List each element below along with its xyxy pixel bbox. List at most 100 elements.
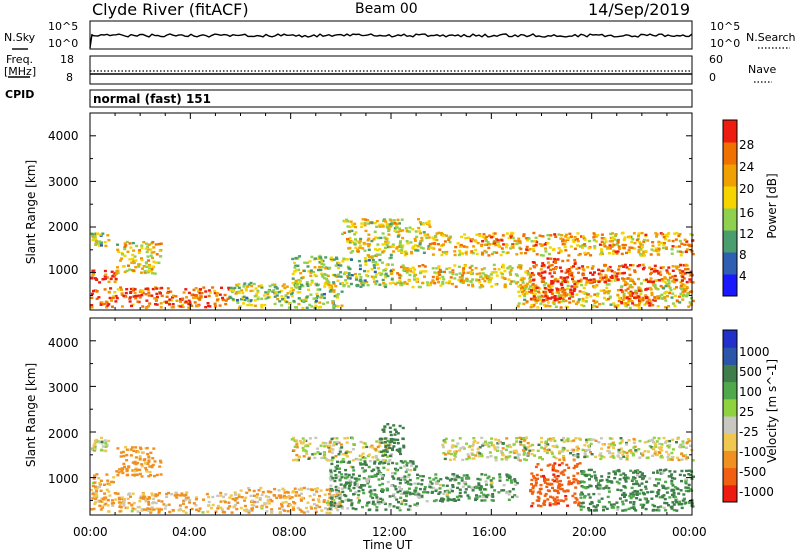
power-cell bbox=[544, 295, 548, 298]
velocity-cell bbox=[621, 503, 625, 506]
velocity-cell bbox=[582, 470, 586, 474]
velocity-cell bbox=[122, 499, 126, 503]
power-cell bbox=[243, 298, 247, 302]
velocity-cell bbox=[490, 481, 493, 485]
power-cell bbox=[644, 233, 648, 237]
power-cell bbox=[564, 233, 568, 236]
velocity-cell bbox=[607, 450, 611, 453]
velocity-cell bbox=[588, 484, 592, 487]
power-cell bbox=[683, 272, 687, 275]
power-ytick-4000: 4000 bbox=[48, 129, 79, 143]
velocity-cell bbox=[399, 496, 403, 499]
power-cell bbox=[638, 264, 642, 267]
power-cell bbox=[459, 243, 463, 247]
velocity-cell bbox=[385, 447, 389, 451]
power-cell bbox=[597, 280, 601, 283]
power-cell bbox=[621, 272, 625, 275]
power-cell bbox=[461, 269, 465, 272]
velocity-cell bbox=[626, 477, 630, 480]
power-cell bbox=[618, 265, 621, 268]
velocity-cell bbox=[113, 492, 117, 495]
power-cell bbox=[561, 286, 565, 290]
velocity-cell bbox=[465, 474, 469, 477]
power-cell bbox=[542, 280, 545, 283]
velocity-cell bbox=[330, 451, 334, 454]
velocity-cell bbox=[376, 458, 380, 462]
velocity-cell bbox=[553, 462, 557, 465]
velocity-cell bbox=[559, 472, 563, 475]
velocity-cell bbox=[164, 504, 168, 507]
velocity-cell bbox=[663, 497, 667, 501]
power-cell bbox=[336, 275, 340, 278]
power-cell bbox=[652, 280, 655, 283]
velocity-cell bbox=[371, 500, 375, 503]
power-cell bbox=[553, 233, 557, 236]
power-cell bbox=[158, 242, 161, 246]
noise-trace bbox=[89, 33, 693, 49]
power-cell bbox=[345, 282, 349, 285]
power-cell bbox=[458, 272, 462, 275]
velocity-cell bbox=[452, 475, 456, 478]
power-cell bbox=[642, 266, 646, 269]
velocity-cell bbox=[594, 506, 598, 509]
power-cell bbox=[413, 237, 417, 241]
velocity-cell bbox=[97, 500, 101, 503]
power-cell bbox=[608, 252, 611, 255]
power-cell bbox=[544, 293, 548, 296]
power-cell bbox=[132, 295, 136, 298]
power-cell bbox=[483, 279, 487, 283]
power-cell bbox=[619, 288, 623, 292]
velocity-cell bbox=[512, 443, 516, 446]
power-cell bbox=[621, 277, 624, 280]
velocity-cell bbox=[182, 499, 186, 502]
power-cell bbox=[403, 280, 407, 284]
velocity-cell bbox=[558, 484, 562, 488]
velocity-cell bbox=[567, 481, 571, 484]
velocity-cell bbox=[470, 452, 474, 455]
velocity-cell bbox=[553, 475, 557, 478]
velocity-cell bbox=[611, 455, 615, 458]
power-cell bbox=[518, 241, 522, 245]
velocity-cell bbox=[656, 493, 660, 496]
velocity-cell bbox=[587, 448, 591, 451]
velocity-cell bbox=[522, 453, 526, 456]
power-cell bbox=[664, 233, 668, 237]
power-cell bbox=[395, 226, 399, 229]
power-cell bbox=[307, 270, 311, 273]
velocity-cell bbox=[273, 494, 277, 497]
velocity-colorbar-frame bbox=[722, 329, 738, 503]
power-cell bbox=[593, 247, 597, 250]
velocity-cell bbox=[259, 505, 263, 509]
power-cell bbox=[123, 245, 127, 248]
velocity-cell bbox=[366, 454, 370, 458]
velocity-cell bbox=[635, 493, 639, 496]
power-cell bbox=[649, 272, 652, 276]
velocity-cell bbox=[428, 485, 432, 488]
velocity-cell bbox=[351, 459, 355, 462]
power-cell bbox=[660, 293, 664, 296]
power-cell bbox=[389, 222, 393, 226]
velocity-cell bbox=[597, 481, 601, 485]
power-cell bbox=[273, 295, 277, 298]
velocity-cell bbox=[336, 460, 339, 463]
power-cell bbox=[664, 284, 668, 288]
velocity-cell bbox=[664, 441, 667, 444]
velocity-cell bbox=[567, 466, 571, 469]
power-cell bbox=[204, 290, 208, 293]
power-cell bbox=[511, 236, 515, 240]
velocity-cell bbox=[679, 443, 683, 447]
power-cell bbox=[93, 235, 97, 238]
power-cell bbox=[137, 263, 141, 266]
velocity-cell bbox=[573, 454, 577, 457]
velocity-cell bbox=[430, 482, 434, 485]
power-cell bbox=[490, 285, 494, 288]
power-cbar-tick: 20 bbox=[739, 182, 755, 196]
velocity-cell bbox=[350, 504, 354, 507]
power-cell bbox=[339, 271, 343, 274]
power-cell bbox=[531, 282, 535, 286]
power-cell bbox=[90, 276, 94, 279]
power-cell bbox=[623, 236, 627, 239]
velocity-cell bbox=[291, 507, 295, 511]
power-cell bbox=[215, 292, 219, 295]
velocity-cell bbox=[575, 498, 579, 501]
